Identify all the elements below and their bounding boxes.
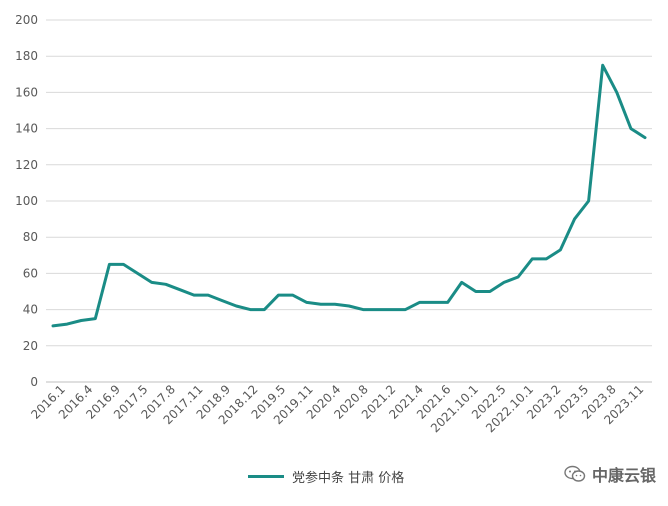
y-tick-label: 100 [15, 194, 38, 208]
y-tick-label: 200 [15, 13, 38, 27]
series-line [53, 65, 645, 326]
legend-line-swatch [248, 475, 284, 478]
y-tick-label: 40 [23, 303, 38, 317]
y-tick-label: 60 [23, 266, 38, 280]
y-tick-label: 0 [30, 375, 38, 389]
y-tick-label: 180 [15, 49, 38, 63]
y-tick-label: 140 [15, 122, 38, 136]
y-tick-label: 160 [15, 85, 38, 99]
legend: 党参中条 甘肃 价格 [248, 466, 404, 486]
legend-label: 党参中条 甘肃 价格 [292, 467, 404, 486]
y-tick-label: 120 [15, 158, 38, 172]
watermark-text: 中康云银 [592, 462, 656, 486]
y-tick-label: 20 [23, 339, 38, 353]
watermark: 中康云银 [564, 462, 656, 486]
y-tick-label: 80 [23, 230, 38, 244]
wechat-icon [564, 465, 586, 483]
